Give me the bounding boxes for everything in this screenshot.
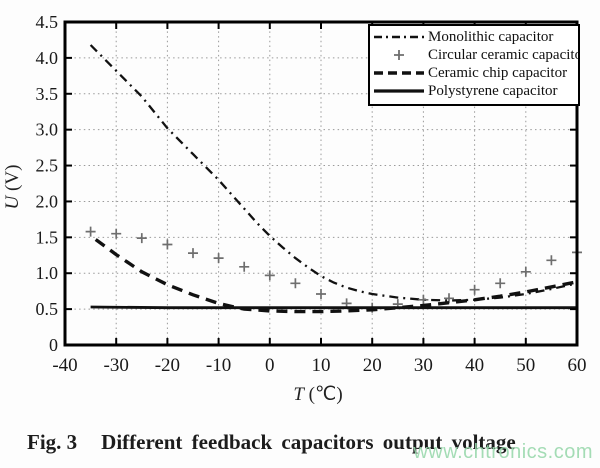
x-tick-label: 0: [265, 355, 275, 376]
figure-caption-text: Different feedback capacitors output vol…: [101, 430, 516, 454]
legend-label-circular-ceramic: Circular ceramic capacitor: [428, 47, 580, 63]
legend-item-monolithic: Monolithic capacitor: [373, 28, 578, 46]
legend-item-polystyrene: Polystyrene capacitor: [373, 82, 578, 100]
x-axis-unit: (℃): [308, 384, 343, 405]
series-polystyrene-capacitor: [90, 305, 577, 310]
x-tick-label: -30: [104, 355, 129, 376]
legend-label-ceramic-chip: Ceramic chip capacitor: [428, 65, 568, 81]
series-circular-ceramic-capacitor: [85, 226, 582, 313]
x-tick-label: 10: [312, 355, 331, 376]
dashed-line-icon: [374, 71, 424, 75]
y-tick-label: 0.5: [36, 299, 59, 319]
y-axis-title: U (V): [1, 142, 25, 232]
y-tick-label: 1.5: [36, 227, 59, 247]
legend-item-ceramic-chip: Ceramic chip capacitor: [373, 64, 578, 82]
series-monolithic-capacitor: [89, 44, 578, 302]
y-tick-label: 0: [49, 335, 58, 355]
x-tick-label: 30: [414, 355, 433, 376]
legend-item-circular-ceramic: Circular ceramic capacitor: [373, 46, 578, 64]
y-tick-label: 3.0: [36, 120, 59, 140]
y-tick-label: 1.0: [36, 263, 59, 283]
x-tick-label: -20: [155, 355, 180, 376]
plot-area: -40 -30 -20 -10 0 10 20 30 40 50 60 0 0.5 1.0 1.5 2.0 2.…: [36, 12, 587, 376]
dashdot-line-icon: [374, 35, 424, 39]
x-axis-title: T (℃): [218, 383, 418, 406]
x-tick-label: -10: [206, 355, 231, 376]
x-tick-label: -40: [52, 355, 77, 376]
y-axis-unit: (V): [2, 164, 23, 191]
x-tick-label: 50: [516, 355, 535, 376]
axis-ticks: [64, 21, 578, 346]
x-tick-label: 60: [568, 355, 587, 376]
y-tick-label: 2.5: [36, 156, 59, 176]
y-tick-label: 2.0: [36, 191, 59, 211]
figure-number: Fig. 3: [27, 430, 78, 454]
x-tick-label: 40: [465, 355, 484, 376]
legend-label-polystyrene: Polystyrene capacitor: [428, 83, 558, 99]
plus-marker-icon: [394, 50, 404, 60]
series-ceramic-chip-capacitor: [94, 238, 578, 314]
x-tick-labels: -40 -30 -20 -10 0 10 20 30 40 50 60: [52, 355, 586, 376]
x-axis-variable: T: [293, 384, 304, 405]
y-tick-label: 4.0: [36, 48, 59, 68]
y-tick-label: 4.5: [36, 12, 59, 32]
figure-caption: Fig. 3 Different feedback capacitors outp…: [27, 430, 593, 455]
y-tick-label: 3.5: [36, 84, 59, 104]
solid-line-icon: [374, 89, 424, 93]
watermark: www.chtronics.com: [413, 441, 593, 463]
legend-box: Monolithic capacitor Circular ceramic ca…: [368, 24, 580, 106]
legend-label-monolithic: Monolithic capacitor: [428, 29, 554, 45]
y-tick-labels: 0 0.5 1.0 1.5 2.0 2.5 3.0 3.5 4.0 4.5: [36, 12, 59, 355]
y-axis-variable: U: [2, 195, 23, 210]
x-tick-label: 20: [363, 355, 382, 376]
